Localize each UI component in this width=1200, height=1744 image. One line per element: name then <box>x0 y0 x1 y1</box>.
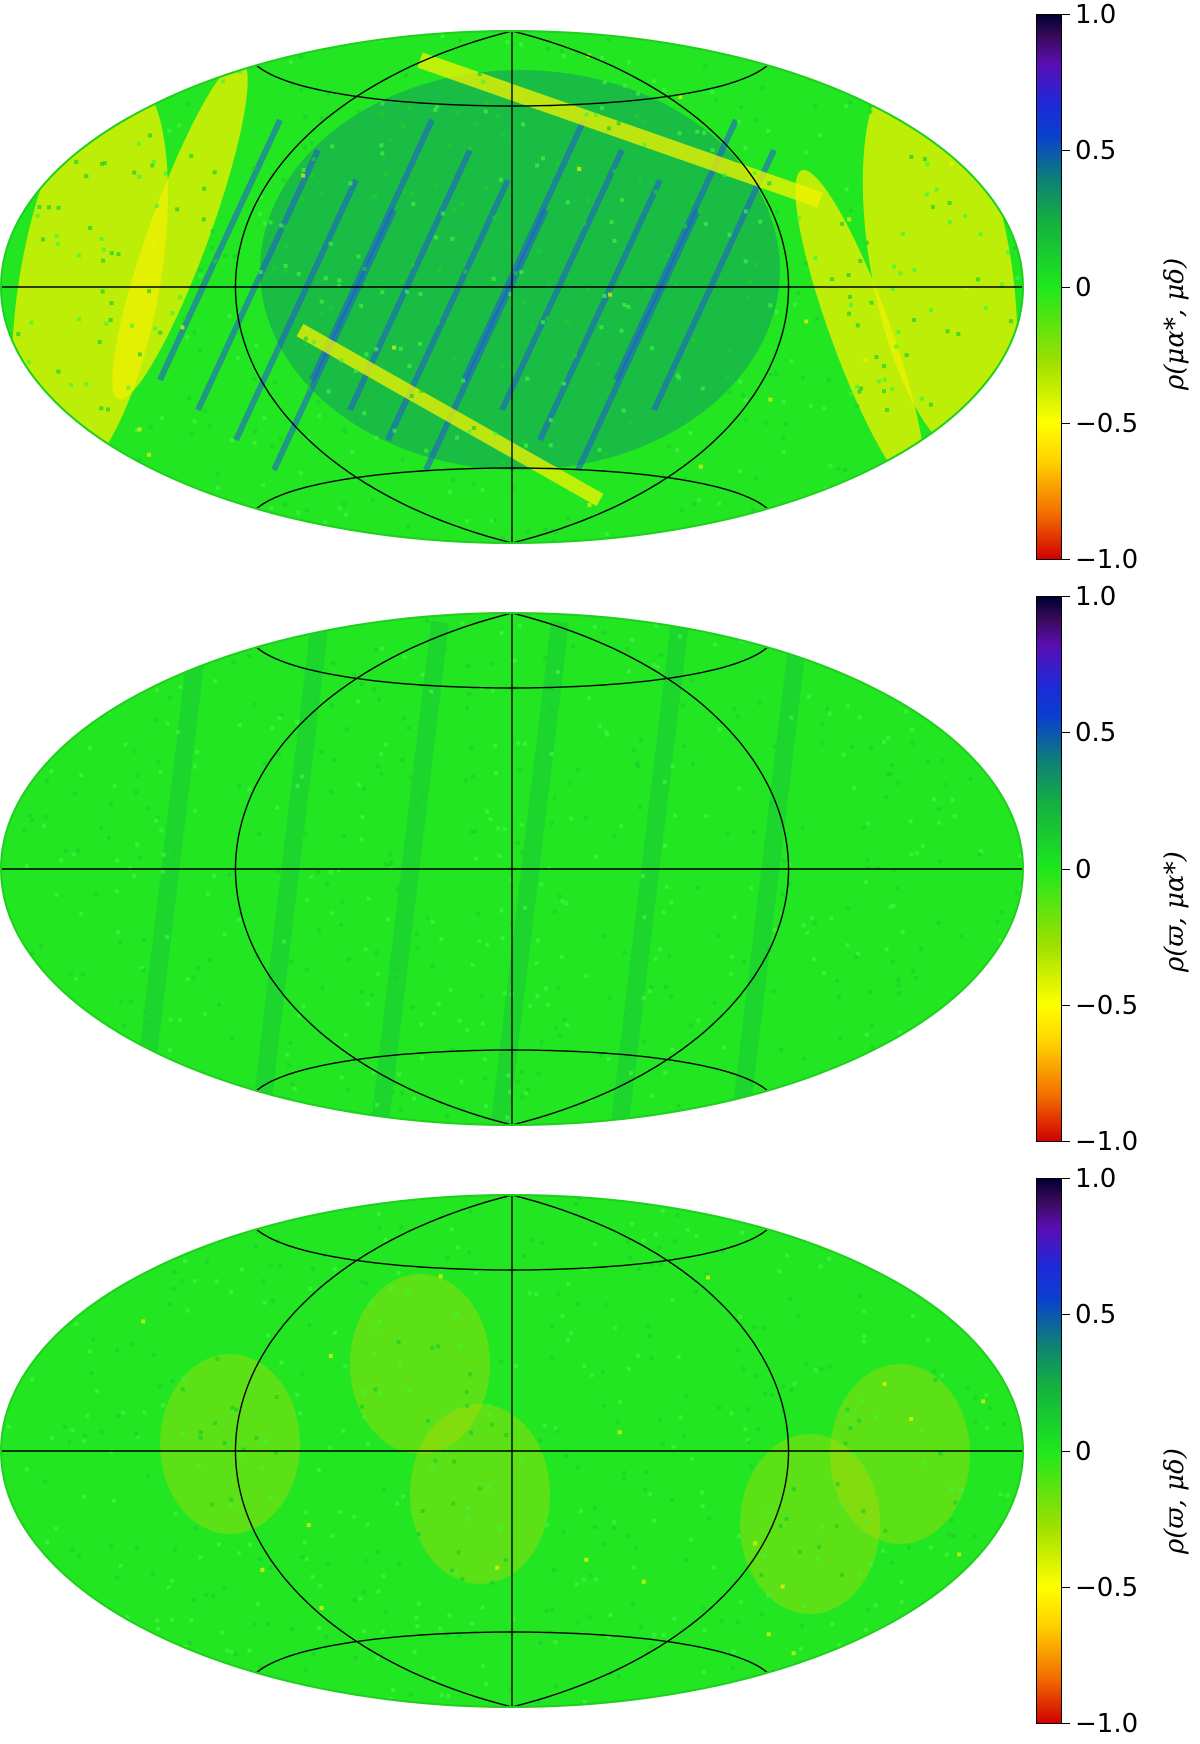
tick-label-middle-3: −0.5 <box>1075 993 1138 1019</box>
colorbar-top <box>1036 14 1062 560</box>
tick-label-bottom-4: −1.0 <box>1075 1711 1138 1737</box>
tick-label-top-1: 0.5 <box>1075 138 1116 164</box>
colorbar-label-middle: ρ(ϖ, μα*) <box>1160 851 1190 972</box>
tick-label-top-2: 0 <box>1075 275 1092 301</box>
tick-label-bottom-2: 0 <box>1075 1439 1092 1465</box>
colorbar-middle <box>1036 596 1062 1142</box>
sky-map-top <box>0 0 1030 560</box>
colorbar-bottom <box>1036 1178 1062 1724</box>
tick-label-middle-2: 0 <box>1075 857 1092 883</box>
tick-label-middle-4: −1.0 <box>1075 1129 1138 1155</box>
sky-map-bottom <box>0 1164 1030 1724</box>
tick-label-top-4: −1.0 <box>1075 547 1138 573</box>
tick-label-middle-0: 1.0 <box>1075 584 1116 610</box>
tick-label-bottom-3: −0.5 <box>1075 1575 1138 1601</box>
tick-label-middle-1: 0.5 <box>1075 720 1116 746</box>
panel-top: 1.0 0.5 0 −0.5 −1.0 ρ(μα*, μδ) <box>0 0 1200 580</box>
panel-middle: 1.0 0.5 0 −0.5 −1.0 ρ(ϖ, μα*) <box>0 582 1200 1162</box>
colorbar-label-top: ρ(μα*, μδ) <box>1160 258 1190 390</box>
colorbar-label-bottom: ρ(ϖ, μδ) <box>1160 1448 1190 1554</box>
sky-map-middle <box>0 582 1030 1142</box>
tick-label-bottom-1: 0.5 <box>1075 1302 1116 1328</box>
negative-patch-3 <box>830 1364 970 1544</box>
tick-label-top-3: −0.5 <box>1075 411 1138 437</box>
panel-bottom: 1.0 0.5 0 −0.5 −1.0 ρ(ϖ, μδ) <box>0 1164 1200 1744</box>
tick-label-bottom-0: 1.0 <box>1075 1166 1116 1192</box>
tick-label-top-0: 1.0 <box>1075 2 1116 28</box>
negative-patch-4 <box>410 1404 550 1584</box>
